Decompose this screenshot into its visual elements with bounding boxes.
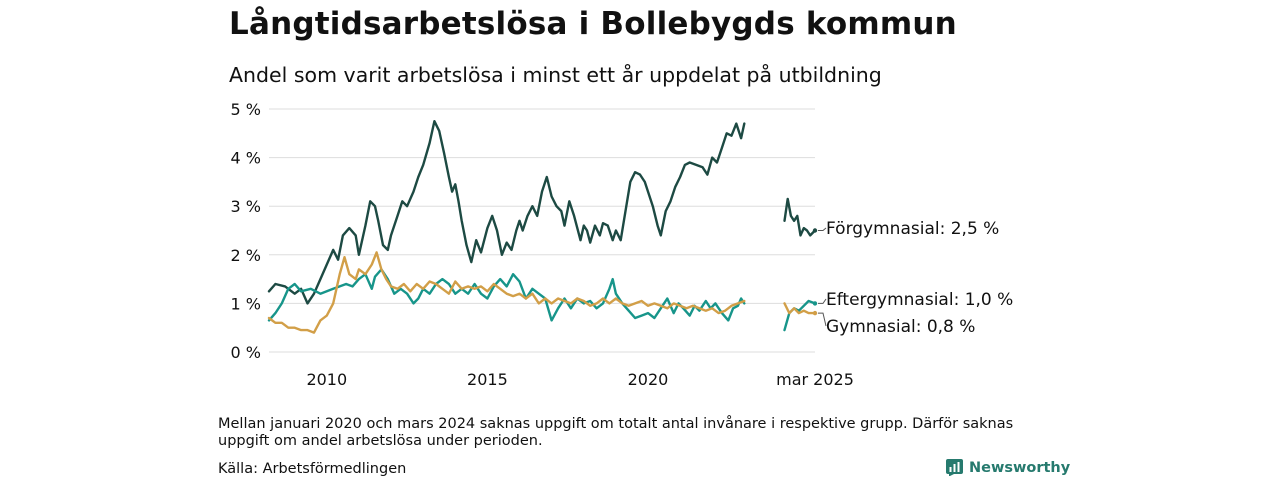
series-lines [267,120,818,334]
series-end-labels: Förgymnasial: 2,5 % Eftergymnasial: 1,0 %… [818,219,1013,337]
end-label-gymnasial: Gymnasial: 0,8 % [826,317,975,337]
end-label-forgymnasial: Förgymnasial: 2,5 % [826,219,999,239]
grid-lines [269,108,815,353]
y-tick-label-1: 1 % [231,294,261,313]
y-tick-label-2: 2 % [231,246,261,265]
leader-line-gymnasial [818,312,827,327]
x-tick-label-mar-2025: mar 2025 [776,370,854,389]
series-line-forgymnasial-segment-2 [783,197,817,237]
chart-subtitle: Andel som varit arbetslösa i minst ett å… [229,63,882,87]
series-line-gymnasial-segment-1 [267,251,746,334]
end-label-eftergymnasial: Eftergymnasial: 1,0 % [826,290,1013,310]
footnote: Mellan januari 2020 och mars 2024 saknas… [218,416,1014,449]
chart-title: Långtidsarbetslösa i Bollebygds kommun [229,6,957,42]
leader-line-eftergymnasial [818,298,827,304]
newsworthy-bar-chart-icon [946,459,963,476]
series-end-point-gymnasial [812,310,818,316]
x-axis-tick-labels: 2010 2015 2020 mar 2025 [306,370,853,389]
series-end-point-forgymnasial [812,228,818,233]
source-credit: Källa: Arbetsförmedlingen [218,461,407,477]
y-axis-tick-labels: 0 % 1 % 2 % 3 % 4 % 5 % [231,100,261,362]
series-line-eftergymnasial-segment-1 [267,268,746,322]
series-line-eftergymnasial-segment-2 [783,299,817,332]
y-tick-label-4: 4 % [231,149,261,168]
x-tick-label-2020: 2020 [628,370,669,389]
y-tick-label-5: 5 % [231,100,261,119]
leader-line-forgymnasial [818,227,827,231]
brand-name: Newsworthy [969,459,1071,476]
series-line-gymnasial-segment-2 [783,302,817,315]
y-tick-label-0: 0 % [231,343,261,362]
x-tick-label-2015: 2015 [467,370,508,389]
x-tick-label-2010: 2010 [306,370,347,389]
series-end-point-eftergymnasial [812,301,818,306]
series-line-forgymnasial-segment-1 [267,120,746,305]
y-tick-label-3: 3 % [231,197,261,216]
brand-logo[interactable]: Newsworthy [946,459,1070,476]
